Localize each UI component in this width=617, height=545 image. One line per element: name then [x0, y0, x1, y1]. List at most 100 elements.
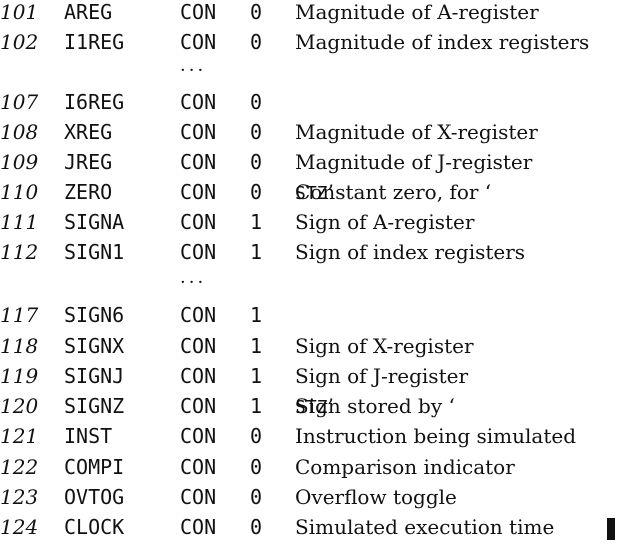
line-number: 118: [0, 334, 39, 358]
operand: 0: [250, 424, 263, 448]
operand: 0: [250, 120, 263, 144]
ellipsis: ···: [180, 60, 207, 81]
comment-text: Constant zero, for ‘: [295, 180, 492, 204]
listing-row: 120 SIGNZ CON 1 Sign stored by ‘STZ’: [0, 394, 617, 424]
listing-row: 102 I1REG CON 0 Magnitude of index regis…: [0, 30, 617, 60]
opcode: CON: [180, 485, 217, 509]
ellipsis: ···: [180, 272, 207, 293]
comment: Sign stored by ‘STZ’: [295, 394, 455, 420]
listing-row: 107 I6REG CON 0: [0, 90, 617, 120]
symbol-label: JREG: [64, 150, 113, 174]
listing-row: 119 SIGNJ CON 1 Sign of J-register: [0, 364, 617, 394]
opcode: CON: [180, 334, 217, 358]
end-of-proof-mark: [607, 518, 615, 540]
comment: Instruction being simulated: [295, 424, 577, 448]
comment: Simulated execution time: [295, 515, 555, 539]
operand: 1: [250, 303, 263, 327]
listing-row: 108 XREG CON 0 Magnitude of X-register: [0, 120, 617, 150]
operand: 0: [250, 0, 263, 24]
comment-text: ’: [327, 180, 334, 204]
code-literal: STZ: [295, 183, 328, 204]
symbol-label: SIGNZ: [64, 394, 125, 418]
listing-row: 118 SIGNX CON 1 Sign of X-register: [0, 334, 617, 364]
opcode: CON: [180, 303, 217, 327]
line-number: 102: [0, 30, 39, 54]
opcode: CON: [180, 120, 217, 144]
comment-text: ’: [327, 394, 334, 418]
symbol-label: SIGNA: [64, 210, 125, 234]
operand: 1: [250, 210, 263, 234]
comment: Magnitude of J-register: [295, 150, 533, 174]
line-number: 121: [0, 424, 39, 448]
line-number: 110: [0, 180, 39, 204]
listing-row: 117 SIGN6 CON 1: [0, 303, 617, 333]
symbol-label: COMPI: [64, 455, 125, 479]
symbol-label: SIGN1: [64, 240, 125, 264]
opcode: CON: [180, 364, 217, 388]
line-number: 117: [0, 303, 39, 327]
line-number: 124: [0, 515, 39, 539]
listing-row: 109 JREG CON 0 Magnitude of J-register: [0, 150, 617, 180]
opcode: CON: [180, 0, 217, 24]
opcode: CON: [180, 180, 217, 204]
symbol-label: SIGN6: [64, 303, 125, 327]
comment: Sign of index registers: [295, 240, 526, 264]
symbol-label: I6REG: [64, 90, 125, 114]
operand: 1: [250, 364, 263, 388]
opcode: CON: [180, 394, 217, 418]
comment: Constant zero, for ‘STZ’: [295, 180, 491, 206]
operand: 0: [250, 515, 263, 539]
opcode: CON: [180, 210, 217, 234]
opcode: CON: [180, 455, 217, 479]
symbol-label: AREG: [64, 0, 113, 24]
code-literal: STZ: [295, 397, 328, 418]
line-number: 109: [0, 150, 39, 174]
line-number: 123: [0, 485, 39, 509]
listing-row: 121 INST CON 0 Instruction being simulat…: [0, 424, 617, 454]
symbol-label: SIGNJ: [64, 364, 125, 388]
operand: 1: [250, 394, 263, 418]
opcode: CON: [180, 30, 217, 54]
symbol-label: XREG: [64, 120, 113, 144]
operand: 0: [250, 30, 263, 54]
line-number: 107: [0, 90, 39, 114]
listing-row: 124 CLOCK CON 0 Simulated execution time: [0, 515, 617, 545]
comment-text: Sign stored by ‘: [295, 394, 455, 418]
listing-row: 122 COMPI CON 0 Comparison indicator: [0, 455, 617, 485]
line-number: 101: [0, 0, 39, 24]
symbol-label: CLOCK: [64, 515, 125, 539]
symbol-label: INST: [64, 424, 113, 448]
comment: Magnitude of A-register: [295, 0, 539, 24]
symbol-label: ZERO: [64, 180, 113, 204]
comment: Sign of J-register: [295, 364, 469, 388]
comment: Magnitude of index registers: [295, 30, 590, 54]
operand: 1: [250, 334, 263, 358]
listing-row: 111 SIGNA CON 1 Sign of A-register: [0, 210, 617, 240]
opcode: CON: [180, 90, 217, 114]
line-number: 120: [0, 394, 39, 418]
line-number: 111: [0, 210, 39, 234]
symbol-label: OVTOG: [64, 485, 125, 509]
symbol-label: SIGNX: [64, 334, 125, 358]
listing-row: 110 ZERO CON 0 Constant zero, for ‘STZ’: [0, 180, 617, 210]
operand: 0: [250, 150, 263, 174]
opcode: CON: [180, 240, 217, 264]
comment: Sign of X-register: [295, 334, 474, 358]
symbol-label: I1REG: [64, 30, 125, 54]
operand: 0: [250, 485, 263, 509]
listing-row: 101 AREG CON 0 Magnitude of A-register: [0, 0, 617, 30]
opcode: CON: [180, 424, 217, 448]
operand: 0: [250, 180, 263, 204]
comment: Comparison indicator: [295, 455, 515, 479]
operand: 0: [250, 455, 263, 479]
opcode: CON: [180, 515, 217, 539]
opcode: CON: [180, 150, 217, 174]
listing-row: 112 SIGN1 CON 1 Sign of index registers: [0, 240, 617, 270]
listing-row: 123 OVTOG CON 0 Overflow toggle: [0, 485, 617, 515]
line-number: 108: [0, 120, 39, 144]
line-number: 112: [0, 240, 39, 264]
operand: 0: [250, 90, 263, 114]
comment: Overflow toggle: [295, 485, 457, 509]
operand: 1: [250, 240, 263, 264]
line-number: 119: [0, 364, 39, 388]
